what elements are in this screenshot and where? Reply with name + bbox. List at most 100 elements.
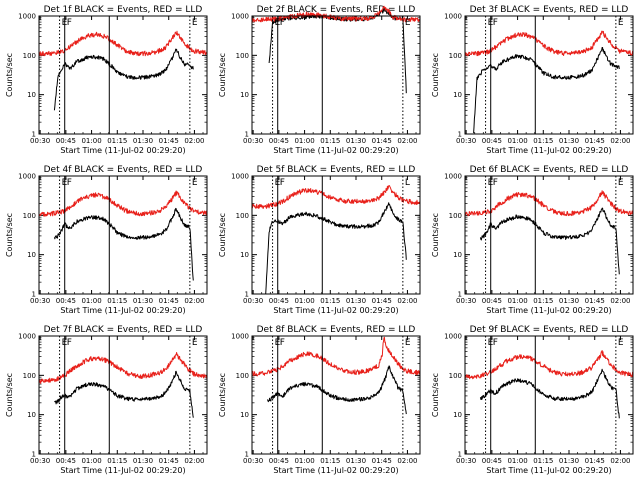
- y-tick-label: 10: [453, 251, 462, 259]
- y-tick-label: 1: [458, 131, 462, 139]
- x-tick-label: 01:15: [533, 297, 553, 305]
- x-tick-label: 01:45: [372, 457, 392, 465]
- y-axis-label: Counts/sec: [5, 373, 14, 417]
- x-tick-label: 00:45: [56, 457, 76, 465]
- panel-title: Det 5f BLACK = Events, RED = LLD: [257, 165, 416, 175]
- series-line-events: [479, 207, 620, 275]
- series-line-lld: [251, 336, 421, 377]
- marker-label: E: [618, 18, 624, 28]
- x-tick-label: 02:00: [397, 137, 417, 145]
- y-tick-label: 1000: [231, 333, 249, 341]
- y-tick-label: 1: [245, 291, 249, 299]
- series-line-lld: [38, 190, 208, 217]
- y-tick-label: 100: [236, 212, 249, 220]
- marker-label: F: [280, 338, 285, 348]
- panel-title: Det 4f BLACK = Events, RED = LLD: [44, 165, 203, 175]
- plot-frame: [251, 335, 421, 455]
- marker-label: F: [67, 18, 72, 28]
- y-axis-label: Counts/sec: [218, 213, 227, 257]
- panel-title: Det 7f BLACK = Events, RED = LLD: [44, 325, 203, 335]
- panel-det-9: Det 9f BLACK = Events, RED = LLD Counts/s…: [431, 325, 634, 475]
- y-tick-label: 10: [240, 411, 249, 419]
- y-tick-label: 100: [236, 52, 249, 60]
- panel-det-2: Det 2f BLACK = Events, RED = LLD Counts/s…: [218, 5, 421, 155]
- x-tick-label: 01:30: [133, 137, 153, 145]
- series-line-lld: [251, 185, 421, 209]
- panel-title: Det 1f BLACK = Events, RED = LLD: [44, 5, 203, 15]
- y-axis-label: Counts/sec: [431, 213, 440, 257]
- marker-label: F: [67, 338, 72, 348]
- y-tick-label: 10: [240, 91, 249, 99]
- y-tick-label: 1000: [18, 333, 36, 341]
- plot-frame: [464, 175, 634, 295]
- series-line-lld: [251, 5, 421, 23]
- y-tick-label: 1: [458, 291, 462, 299]
- y-tick-label: 1: [32, 131, 36, 139]
- x-tick-label: 01:00: [294, 137, 314, 145]
- x-axis-label: Start Time (11-Jul-02 00:29:20): [486, 146, 611, 155]
- x-tick-label: 01:30: [559, 457, 579, 465]
- y-tick-label: 1000: [18, 13, 36, 21]
- series-line-events: [266, 365, 407, 415]
- y-tick-label: 1000: [444, 13, 462, 21]
- series-line-events: [53, 48, 194, 111]
- y-tick-label: 1: [245, 131, 249, 139]
- x-tick-label: 02:00: [184, 457, 204, 465]
- series-line-events: [265, 202, 407, 295]
- x-tick-label: 00:30: [456, 457, 476, 465]
- x-tick-label: 01:00: [81, 137, 101, 145]
- marker-label: E: [405, 18, 411, 28]
- y-tick-label: 1: [32, 451, 36, 459]
- y-tick-label: 100: [23, 372, 36, 380]
- x-tick-label: 01:15: [107, 137, 127, 145]
- y-axis-label: Counts/sec: [218, 53, 227, 97]
- x-tick-label: 00:30: [456, 297, 476, 305]
- y-tick-label: 100: [449, 372, 462, 380]
- y-tick-label: 1000: [18, 173, 36, 181]
- x-tick-label: 00:45: [56, 137, 76, 145]
- series-line-events: [479, 368, 620, 419]
- y-tick-label: 10: [240, 251, 249, 259]
- series-line-lld: [464, 350, 634, 380]
- series-line-lld: [38, 30, 208, 57]
- x-tick-label: 01:30: [559, 297, 579, 305]
- y-axis-label: Counts/sec: [431, 373, 440, 417]
- x-tick-label: 00:30: [30, 457, 50, 465]
- y-tick-label: 1000: [231, 173, 249, 181]
- x-tick-label: 00:45: [56, 297, 76, 305]
- x-tick-label: 01:00: [507, 137, 527, 145]
- y-axis-label: Counts/sec: [218, 373, 227, 417]
- y-tick-label: 10: [27, 411, 36, 419]
- marker-label: E: [192, 178, 198, 188]
- marker-label: F: [493, 178, 498, 188]
- x-tick-label: 00:45: [482, 297, 502, 305]
- x-tick-label: 01:00: [507, 457, 527, 465]
- x-tick-label: 00:30: [243, 457, 263, 465]
- series-line-events: [54, 370, 194, 418]
- x-tick-label: 02:00: [397, 457, 417, 465]
- x-axis-label: Start Time (11-Jul-02 00:29:20): [273, 466, 398, 475]
- y-tick-label: 10: [453, 411, 462, 419]
- y-tick-label: 100: [23, 212, 36, 220]
- series-line-events: [268, 8, 407, 94]
- y-tick-label: 1: [458, 451, 462, 459]
- x-tick-label: 01:15: [320, 137, 340, 145]
- x-axis-label: Start Time (11-Jul-02 00:29:20): [273, 146, 398, 155]
- x-axis-label: Start Time (11-Jul-02 00:29:20): [486, 306, 611, 315]
- y-axis-label: Counts/sec: [5, 53, 14, 97]
- x-tick-label: 01:45: [372, 137, 392, 145]
- panel-det-1: Det 1f BLACK = Events, RED = LLD Counts/s…: [5, 5, 208, 155]
- plot-frame: [38, 335, 208, 455]
- x-tick-label: 02:00: [184, 137, 204, 145]
- panel-title: Det 3f BLACK = Events, RED = LLD: [470, 5, 629, 15]
- x-tick-label: 01:45: [585, 297, 605, 305]
- plot-frame: [38, 175, 208, 295]
- panel-title: Det 9f BLACK = Events, RED = LLD: [470, 325, 629, 335]
- x-tick-label: 01:00: [81, 457, 101, 465]
- plot-frame: [251, 15, 421, 135]
- marker-label: F: [493, 338, 498, 348]
- x-tick-label: 00:30: [243, 297, 263, 305]
- x-tick-label: 01:00: [294, 457, 314, 465]
- plot-frame: [38, 15, 208, 135]
